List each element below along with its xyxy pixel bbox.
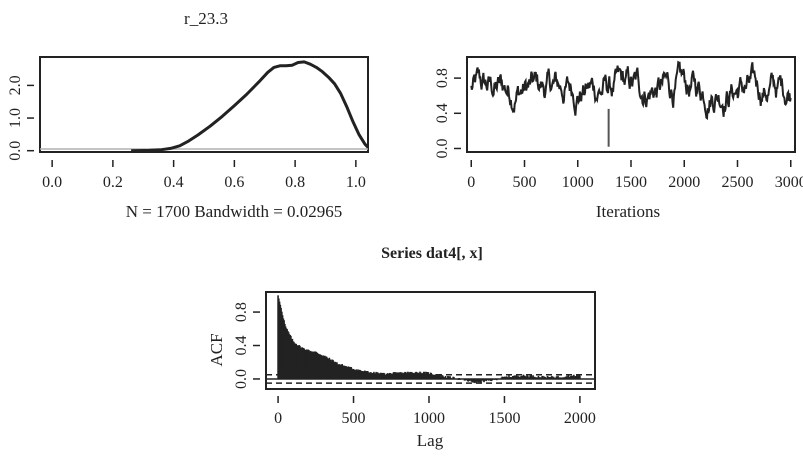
0-tick-label: 1.0 bbox=[7, 108, 24, 128]
1-tick-label: 0.4 bbox=[434, 103, 451, 123]
2-tick-label: 500 bbox=[342, 410, 366, 427]
trace-plot-box bbox=[466, 56, 796, 153]
trace-x-axis: 0 500 1000 1500 2000 2500 3000 bbox=[467, 160, 803, 191]
2-tick-label: 0 bbox=[274, 410, 282, 427]
0-tick-label: 0.6 bbox=[224, 174, 244, 191]
trace-panel: 0 500 1000 1500 2000 2500 3000 0.0 0.4 0.8 Itera… bbox=[434, 56, 803, 221]
density-plot-box bbox=[39, 56, 369, 153]
acf-title: Series dat4[, x] bbox=[381, 245, 483, 262]
acf-xlabel: Lag bbox=[417, 431, 444, 450]
trace-xlabel: Iterations bbox=[596, 202, 660, 221]
1-tick-label: 1000 bbox=[562, 174, 594, 191]
1-tick-label: 2000 bbox=[668, 174, 700, 191]
acf-panel: Series dat4[, x] 0 500 1000 1500 2000 0.0 0.4… bbox=[207, 245, 596, 450]
1-tick-label: 3000 bbox=[775, 174, 803, 191]
1-tick-label: 2500 bbox=[721, 174, 753, 191]
0-tick-label: 0.0 bbox=[7, 141, 24, 161]
density-panel: r_23.3 0.0 0.2 0.4 0.6 0.8 1.0 0.0 1.0 2.0 N = … bbox=[7, 9, 370, 221]
acf-bars bbox=[277, 295, 581, 384]
1-tick-label: 500 bbox=[513, 174, 537, 191]
1-tick-label: 0.0 bbox=[434, 138, 451, 158]
0-tick-label: 0.8 bbox=[285, 174, 305, 191]
2-tick-label: 1500 bbox=[488, 410, 520, 427]
density-curve bbox=[131, 60, 370, 153]
density-y-axis: 0.0 1.0 2.0 bbox=[7, 75, 34, 161]
2-tick-label: 1000 bbox=[413, 410, 445, 427]
1-tick-label: 1500 bbox=[615, 174, 647, 191]
1-tick-label: 0.8 bbox=[434, 68, 451, 88]
2-tick-label: 0.0 bbox=[233, 369, 250, 389]
acf-x-axis: 0 500 1000 1500 2000 bbox=[274, 396, 596, 427]
0-tick-label: 2.0 bbox=[7, 75, 24, 95]
trace-line bbox=[470, 60, 792, 121]
acf-plot-box bbox=[265, 291, 596, 390]
trace-y-axis: 0.0 0.4 0.8 bbox=[434, 68, 461, 158]
acf-ylabel: ACF bbox=[207, 333, 226, 366]
density-xlabel: N = 1700 Bandwidth = 0.02965 bbox=[126, 202, 343, 221]
density-title: r_23.3 bbox=[184, 9, 228, 28]
2-tick-label: 2000 bbox=[564, 410, 596, 427]
1-tick-label: 0 bbox=[467, 174, 475, 191]
2-tick-label: 0.8 bbox=[233, 302, 250, 322]
density-x-axis: 0.0 0.2 0.4 0.6 0.8 1.0 bbox=[42, 160, 366, 191]
2-tick-label: 0.4 bbox=[233, 336, 250, 356]
0-tick-label: 0.2 bbox=[103, 174, 123, 191]
0-tick-label: 0.4 bbox=[164, 174, 184, 191]
acf-y-axis: 0.0 0.4 0.8 bbox=[233, 302, 260, 389]
trace-series bbox=[470, 60, 792, 147]
0-tick-label: 1.0 bbox=[346, 174, 366, 191]
0-tick-label: 0.0 bbox=[42, 174, 62, 191]
